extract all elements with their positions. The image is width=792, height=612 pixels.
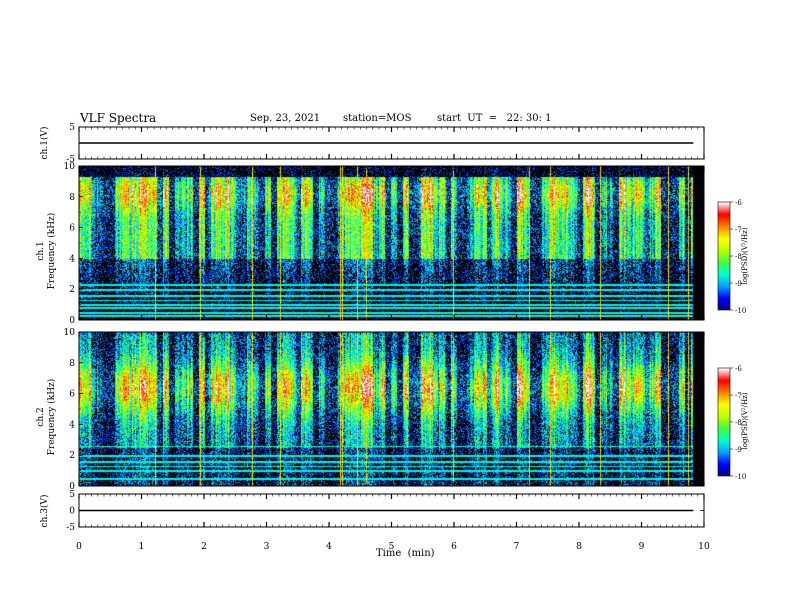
x-tick-label: 1 xyxy=(139,542,145,552)
panel-frame xyxy=(78,331,705,487)
ch2-spectrogram-image xyxy=(79,332,704,486)
y-tick-label: 5 xyxy=(69,490,75,500)
colorbar2-image xyxy=(718,368,730,476)
x-tick-label: 10 xyxy=(698,542,710,552)
y-tick-label: 5 xyxy=(69,123,75,133)
y-tick-label: 2 xyxy=(69,451,75,461)
cb2-tick-label: -8 xyxy=(735,419,742,427)
y-tick-label: 0 xyxy=(69,482,75,492)
start-time-label: start UT = 22: 30: 1 xyxy=(437,113,552,124)
x-tick-label: 3 xyxy=(264,542,270,552)
colorbar1-image xyxy=(718,202,730,310)
y-tick-label: 2 xyxy=(69,285,75,295)
date-label: Sep. 23, 2021 xyxy=(250,113,321,124)
cb1-frame xyxy=(717,201,731,311)
x-tick-label: 2 xyxy=(201,542,207,552)
y-tick-label: 4 xyxy=(69,420,75,430)
panel-frame xyxy=(78,165,705,321)
x-axis-label: Time (min) xyxy=(376,548,435,559)
station-label: station=MOS xyxy=(343,113,412,124)
x-tick-label: 5 xyxy=(389,542,395,552)
cb2-tick-label: -9 xyxy=(735,446,742,454)
cb2-tick-label: -6 xyxy=(735,365,742,373)
x-tick-label: 9 xyxy=(639,542,645,552)
cb1-tick-label: -7 xyxy=(735,226,742,234)
cb1-tick-label: -9 xyxy=(735,280,742,288)
y-tick-label: -5 xyxy=(66,523,75,533)
y-tick-label: 10 xyxy=(64,162,76,172)
y-tick-label: 10 xyxy=(64,328,76,338)
y-tick-label: 0 xyxy=(69,507,75,517)
y-tick-label: 6 xyxy=(69,390,75,400)
cb1-tick-label: -8 xyxy=(735,253,742,261)
x-tick-label: 0 xyxy=(76,542,82,552)
y-tick-label: -5 xyxy=(66,155,75,165)
y-tick-label: 4 xyxy=(69,254,75,264)
figure-title: VLF Spectra xyxy=(80,111,157,125)
y-tick-label: 8 xyxy=(69,359,75,369)
x-tick-label: 8 xyxy=(576,542,582,552)
x-tick-label: 4 xyxy=(326,542,332,552)
y-tick-label: 6 xyxy=(69,224,75,234)
y-tick-label: 0 xyxy=(69,316,75,326)
cb2-frame xyxy=(717,367,731,477)
cb1-tick-label: -10 xyxy=(735,307,746,315)
ch1-spectrogram-image xyxy=(79,166,704,320)
x-tick-label: 6 xyxy=(451,542,457,552)
cb2-tick-label: -7 xyxy=(735,392,742,400)
x-tick-label: 7 xyxy=(514,542,520,552)
cb1-tick-label: -6 xyxy=(735,199,742,207)
y-tick-label: 8 xyxy=(69,193,75,203)
cb2-tick-label: -10 xyxy=(735,473,746,481)
